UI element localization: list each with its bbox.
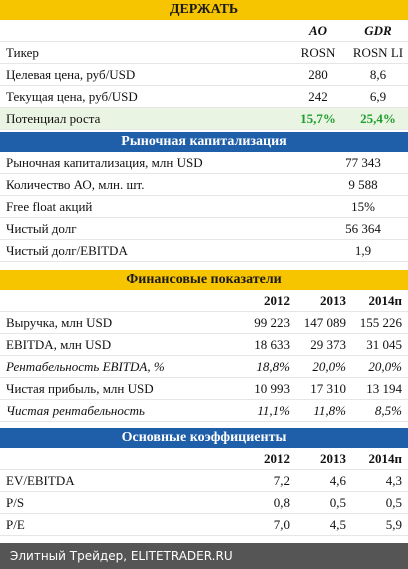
spacer (0, 290, 240, 311)
column-label: 2012 (264, 293, 290, 308)
table-row: Текущая цена, руб/USD 242 6,9 (0, 86, 408, 108)
column-label: GDR (364, 23, 392, 38)
cell-value: 4,5 (329, 517, 346, 532)
section: ДЕРЖАТЬ AO GDR Тикер ROSN ROSN LI Целевая цена… (0, 0, 408, 130)
table-row: Количество АО, млн. шт. 9 588 (0, 174, 408, 196)
cell-value: 99 223 (254, 315, 290, 330)
cell-value: 7,0 (273, 517, 290, 532)
table-row: Чистый долг 56 364 (0, 218, 408, 240)
column-header: AO GDR (0, 20, 408, 42)
row-label: Чистый долг (6, 221, 77, 236)
column-label: 2013 (320, 293, 346, 308)
row-label: EV/EBITDA (6, 473, 75, 488)
cell-value: 4,6 (329, 473, 346, 488)
column-label: 2013 (320, 451, 346, 466)
table-row: P/E 7,0 4,5 5,9 (0, 514, 408, 536)
cell-value: 20,0% (312, 359, 346, 374)
cell-value: 15% (351, 199, 375, 214)
table-row: Чистая прибыль, млн USD 10 993 17 310 13 19… (0, 378, 408, 400)
cell-value: 25,4% (360, 111, 396, 126)
cell-value: 155 226 (359, 315, 402, 330)
table-row: Выручка, млн USD 99 223 147 089 155 226 (0, 312, 408, 334)
cell-value: 280 (308, 67, 328, 82)
row-label: Выручка, млн USD (6, 315, 113, 330)
table-row: Free float акций 15% (0, 196, 408, 218)
row-label: Чистый долг/EBITDA (6, 243, 128, 258)
row-label: P/E (6, 517, 25, 532)
cell-value: 1,9 (354, 243, 372, 258)
table-row: Целевая цена, руб/USD 280 8,6 (0, 64, 408, 86)
section-title: Основные коэффициенты (0, 428, 408, 448)
column-label: 2014п (368, 293, 403, 308)
cell-value: 0,5 (329, 495, 346, 510)
column-header: 2012 2013 2014п (0, 448, 408, 470)
cell-value: 147 089 (303, 315, 346, 330)
cell-value: 6,9 (369, 89, 387, 104)
cell-value: 29 373 (310, 337, 346, 352)
section-title: ДЕРЖАТЬ (0, 0, 408, 20)
row-label: Тикер (6, 45, 39, 60)
row-label: Потенциал роста (6, 111, 101, 126)
cell-value: 5,9 (385, 517, 402, 532)
table-row: Рентабельность EBITDA, % 18,8% 20,0% 20,0% (0, 356, 408, 378)
table-row: Потенциал роста 15,7% 25,4% (0, 108, 408, 130)
row-label: P/S (6, 495, 25, 510)
table-row: Чистый долг/EBITDA 1,9 (0, 240, 408, 262)
cell-value: ROSN (300, 45, 336, 60)
cell-value: 10 993 (254, 381, 290, 396)
column-label: AO (308, 23, 328, 38)
cell-value: 15,7% (300, 111, 336, 126)
cell-value: 0,5 (385, 495, 402, 510)
section-title: Финансовые показатели (0, 270, 408, 290)
row-label: Текущая цена, руб/USD (6, 89, 138, 104)
content: ДЕРЖАТЬ AO GDR Тикер ROSN ROSN LI Целевая цена… (0, 0, 408, 536)
section: Финансовые показатели 2012 2013 2014п Выручк… (0, 270, 408, 422)
table-row: EBITDA, млн USD 18 633 29 373 31 045 (0, 334, 408, 356)
table-row: Рыночная капитализация, млн USD 77 343 (0, 152, 408, 174)
row-label: Количество АО, млн. шт. (6, 177, 145, 192)
cell-value: 18 633 (254, 337, 290, 352)
cell-value: 11,8% (313, 403, 346, 418)
row-label: Рыночная капитализация, млн USD (6, 155, 203, 170)
table-row: EV/EBITDA 7,2 4,6 4,3 (0, 470, 408, 492)
cell-value: 0,8 (273, 495, 290, 510)
cell-value: 77 343 (345, 155, 381, 170)
table-row: Чистая рентабельность 11,1% 11,8% 8,5% (0, 400, 408, 422)
cell-value: 20,0% (368, 359, 402, 374)
cell-value: 4,3 (385, 473, 402, 488)
cell-value: 7,2 (273, 473, 290, 488)
cell-value: 17 310 (310, 381, 346, 396)
cell-value: 242 (308, 89, 328, 104)
row-label: Чистая прибыль, млн USD (6, 381, 154, 396)
row-label: Целевая цена, руб/USD (6, 67, 136, 82)
table-row: P/S 0,8 0,5 0,5 (0, 492, 408, 514)
cell-value: 13 194 (366, 381, 402, 396)
column-label: 2012 (264, 451, 290, 466)
column-header: 2012 2013 2014п (0, 290, 408, 312)
cell-value: 11,1% (257, 403, 290, 418)
footer: Элитный Трейдер, ELITETRADER.RU (0, 543, 408, 569)
section-title: Рыночная капитализация (0, 132, 408, 152)
row-label: Free float акций (6, 199, 93, 214)
table-row: Тикер ROSN ROSN LI (0, 42, 408, 64)
row-label: Чистая рентабельность (6, 403, 145, 418)
cell-value: 31 045 (366, 337, 402, 352)
cell-value: 8,5% (374, 403, 402, 418)
column-label: 2014п (368, 451, 403, 466)
spacer (0, 448, 240, 469)
cell-value: 18,8% (256, 359, 290, 374)
cell-value: 8,6 (369, 67, 387, 82)
row-label: Рентабельность EBITDA, % (6, 359, 165, 374)
section: Основные коэффициенты 2012 2013 2014п EV/EBI… (0, 428, 408, 536)
section: Рыночная капитализация Рыночная капитализ… (0, 132, 408, 262)
cell-value: ROSN LI (352, 45, 404, 60)
spacer (0, 20, 288, 41)
row-label: EBITDA, млн USD (6, 337, 112, 352)
cell-value: 56 364 (345, 221, 381, 236)
cell-value: 9 588 (348, 177, 378, 192)
